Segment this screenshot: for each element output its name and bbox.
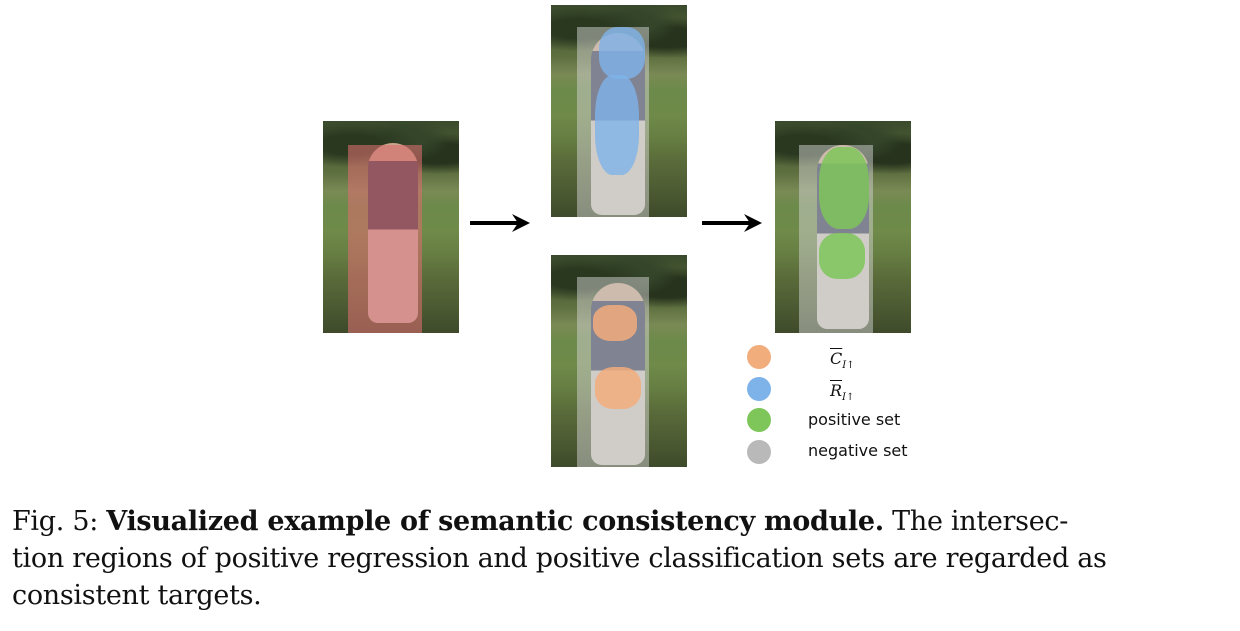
arrow-right-icon bbox=[470, 214, 530, 232]
classification-region bbox=[595, 367, 641, 409]
legend-label-c: CI↑ bbox=[830, 349, 855, 372]
legend-dot-negative bbox=[747, 440, 771, 464]
arrow-right-icon bbox=[702, 214, 762, 232]
caption-prefix: Fig. 5: bbox=[12, 506, 98, 537]
regression-region bbox=[599, 27, 645, 79]
caption-line3: consistent targets. bbox=[12, 580, 262, 611]
regression-region bbox=[595, 75, 639, 175]
legend-dot-positive bbox=[747, 408, 771, 432]
legend-label-r: RI↑ bbox=[830, 381, 855, 404]
classification-image bbox=[551, 255, 687, 467]
positive-region bbox=[819, 147, 869, 229]
figure-caption: Fig. 5: Visualized example of semantic c… bbox=[12, 503, 1232, 614]
caption-line2: tion regions of positive regression and … bbox=[12, 543, 1107, 574]
consistent-target-image bbox=[775, 121, 911, 333]
positive-region bbox=[819, 233, 865, 279]
input-image bbox=[323, 121, 459, 333]
legend-dot-r bbox=[747, 377, 771, 401]
red-bounding-box bbox=[348, 145, 422, 333]
regression-image bbox=[551, 5, 687, 217]
legend-label-positive: positive set bbox=[808, 410, 901, 429]
classification-region bbox=[593, 305, 637, 341]
legend-label-negative: negative set bbox=[808, 441, 908, 460]
legend-dot-c bbox=[747, 345, 771, 369]
caption-title: Visualized example of semantic consisten… bbox=[106, 506, 884, 537]
caption-line1: The intersec- bbox=[892, 506, 1069, 537]
